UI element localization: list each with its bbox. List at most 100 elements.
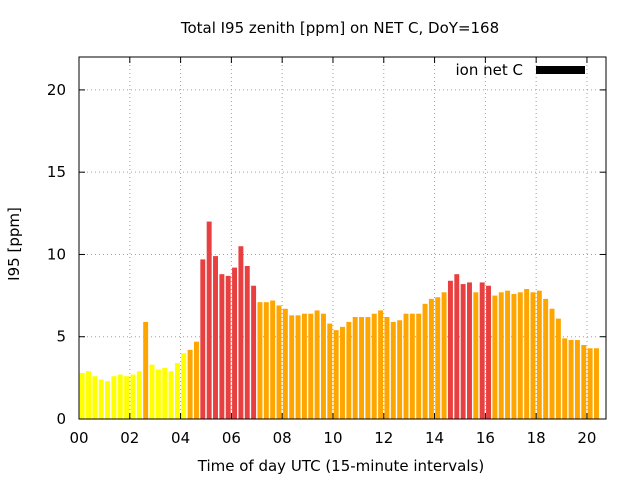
bar bbox=[117, 374, 123, 419]
legend-label: ion net C bbox=[456, 61, 523, 79]
x-tick-label: 04 bbox=[171, 429, 190, 447]
bar bbox=[479, 282, 485, 419]
bar bbox=[390, 321, 396, 419]
bar bbox=[333, 330, 339, 419]
bar bbox=[498, 292, 504, 419]
bar bbox=[232, 267, 238, 419]
bar bbox=[403, 313, 409, 419]
x-tick-label: 00 bbox=[69, 429, 88, 447]
bar bbox=[422, 303, 428, 419]
bar bbox=[549, 308, 555, 419]
bar bbox=[289, 315, 295, 419]
bar bbox=[441, 292, 447, 419]
x-tick-label: 20 bbox=[577, 429, 596, 447]
x-tick-label: 02 bbox=[120, 429, 139, 447]
bar bbox=[225, 275, 231, 419]
bar bbox=[352, 316, 358, 419]
bar bbox=[524, 289, 530, 419]
bar bbox=[555, 318, 561, 419]
bar bbox=[574, 340, 580, 419]
bar bbox=[270, 300, 276, 419]
bar bbox=[587, 348, 593, 419]
bar bbox=[276, 305, 282, 419]
bar bbox=[136, 371, 142, 419]
bar bbox=[371, 313, 377, 419]
bar bbox=[473, 292, 479, 419]
bar bbox=[505, 290, 511, 419]
bar bbox=[562, 338, 568, 419]
bar bbox=[219, 274, 225, 419]
bar bbox=[530, 292, 536, 419]
bar bbox=[568, 340, 574, 419]
bar bbox=[397, 320, 403, 419]
x-tick-label: 10 bbox=[323, 429, 342, 447]
legend-swatch bbox=[536, 66, 585, 74]
bar bbox=[517, 292, 523, 419]
bar bbox=[193, 341, 199, 419]
bar bbox=[92, 376, 98, 419]
bar bbox=[124, 376, 130, 419]
x-axis-label: Time of day UTC (15-minute intervals) bbox=[197, 457, 484, 475]
y-tick-label: 10 bbox=[47, 245, 66, 263]
x-tick-label: 06 bbox=[222, 429, 241, 447]
grid-lines bbox=[79, 57, 606, 419]
bar bbox=[435, 297, 441, 419]
y-tick-label: 20 bbox=[47, 81, 66, 99]
bar bbox=[447, 280, 453, 419]
bar bbox=[428, 298, 434, 419]
bar bbox=[359, 316, 365, 419]
bar bbox=[384, 316, 390, 419]
bar bbox=[340, 326, 345, 419]
bar bbox=[168, 371, 174, 419]
x-tick-label: 14 bbox=[425, 429, 444, 447]
bar bbox=[238, 246, 244, 419]
bar bbox=[130, 374, 136, 419]
x-tick-label: 12 bbox=[374, 429, 393, 447]
x-tick-label: 08 bbox=[273, 429, 292, 447]
bar bbox=[314, 310, 320, 419]
plot-frame bbox=[78, 56, 607, 420]
bar bbox=[536, 290, 542, 419]
bar bbox=[301, 313, 307, 419]
bar bbox=[581, 344, 587, 419]
bar bbox=[467, 282, 472, 419]
bar bbox=[282, 308, 288, 419]
bar bbox=[346, 321, 352, 419]
bar bbox=[105, 381, 111, 419]
bar bbox=[492, 295, 498, 419]
legend: ion net C bbox=[456, 61, 585, 79]
bar bbox=[86, 371, 91, 419]
bar bbox=[79, 372, 85, 419]
bar bbox=[155, 369, 161, 419]
bar bbox=[378, 310, 384, 419]
bar bbox=[187, 349, 193, 419]
bar bbox=[200, 259, 206, 419]
chart-title: Total I95 zenith [ppm] on NET C, DoY=168 bbox=[180, 19, 499, 37]
bar bbox=[460, 284, 466, 419]
bar bbox=[213, 256, 218, 419]
bar bbox=[365, 316, 371, 419]
axis-ticks: 00 02 04 06 08 10 12 14 16 18 20 0 5 10 15 20 bbox=[47, 57, 606, 447]
bar bbox=[295, 315, 301, 419]
x-tick-label: 16 bbox=[476, 429, 495, 447]
bar bbox=[320, 313, 326, 419]
y-axis-label: I95 [ppm] bbox=[5, 207, 23, 281]
y-tick-label: 5 bbox=[56, 328, 66, 346]
bar bbox=[162, 367, 168, 419]
bar bbox=[174, 363, 180, 419]
bar bbox=[543, 298, 549, 419]
bar bbox=[263, 302, 269, 419]
y-tick-label: 0 bbox=[56, 410, 66, 428]
bar bbox=[111, 376, 117, 419]
bar bbox=[143, 321, 149, 419]
bar bbox=[251, 285, 257, 419]
bar bbox=[244, 265, 250, 419]
bar bbox=[257, 302, 263, 419]
x-tick-label: 18 bbox=[527, 429, 546, 447]
bar bbox=[486, 285, 492, 419]
bar bbox=[594, 348, 599, 419]
bar bbox=[454, 274, 460, 419]
bar bbox=[308, 313, 314, 419]
bar bbox=[511, 293, 517, 419]
